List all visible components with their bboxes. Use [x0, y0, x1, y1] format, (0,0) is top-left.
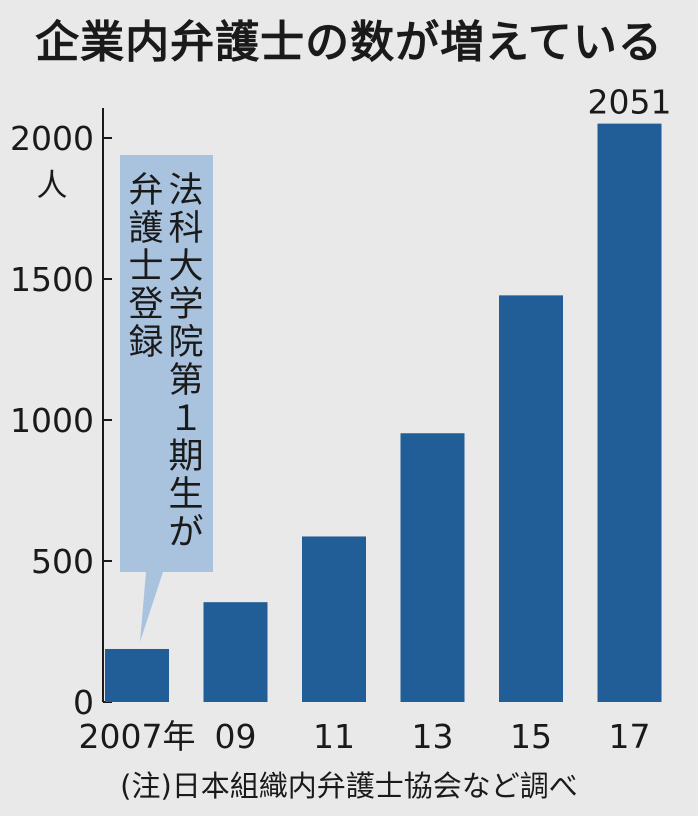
x-tick-label: 2007年 — [79, 717, 196, 756]
annotation-callout — [120, 155, 213, 642]
y-tick-label: 500 — [31, 542, 94, 581]
x-tick-label: 17 — [609, 717, 651, 756]
x-tick-label: 15 — [510, 717, 552, 756]
bar — [597, 123, 662, 703]
y-tick-label: 2000 — [10, 119, 94, 158]
bar — [499, 295, 563, 702]
x-tick-label: 13 — [412, 717, 454, 756]
bar — [203, 602, 268, 702]
annotation-text-col1: 法科大学院第１期生が — [168, 171, 204, 553]
chart-title: 企業内弁護士の数が増えている — [35, 17, 663, 68]
bar — [400, 433, 465, 702]
x-tick-label: 11 — [313, 717, 355, 756]
annotation-text-col2: 弁護士登録 — [128, 171, 164, 363]
y-tick-label: 0 — [73, 683, 94, 722]
bar — [302, 536, 366, 702]
data-label: 2051 — [588, 83, 672, 122]
y-tick-label: 1000 — [10, 401, 94, 440]
bar — [105, 648, 169, 702]
x-tick-label: 09 — [215, 717, 257, 756]
y-tick-label: 1500 — [10, 260, 94, 299]
source-note: (注)日本組織内弁護士協会など調べ — [120, 769, 578, 803]
y-unit-label: 人 — [37, 168, 68, 204]
